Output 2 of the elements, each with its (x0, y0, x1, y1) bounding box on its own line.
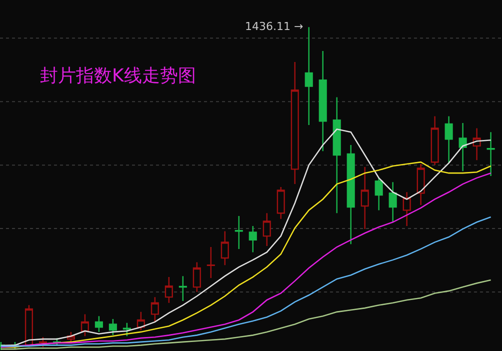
text: 封片指数K线走势图 (40, 65, 196, 86)
annotation: 1436.11 → (245, 20, 304, 33)
